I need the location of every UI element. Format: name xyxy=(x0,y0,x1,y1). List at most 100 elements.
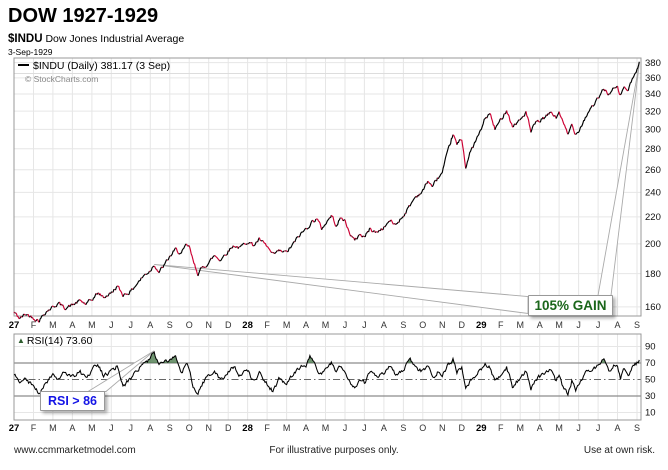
month-label: F xyxy=(31,423,37,433)
month-label: S xyxy=(400,423,406,433)
symbol-row: $INDU Dow Jones Industrial Average xyxy=(8,33,184,45)
month-label: M xyxy=(283,423,291,433)
rsi-signal-callout: RSI > 86 xyxy=(40,391,105,411)
month-label: 28 xyxy=(242,320,253,331)
price-tick-label: 180 xyxy=(645,269,661,280)
footer-site-url: www.ccmmarketmodel.com xyxy=(14,445,136,456)
month-label: A xyxy=(147,320,153,330)
month-label: M xyxy=(49,423,57,433)
month-label: J xyxy=(596,320,601,330)
month-label: M xyxy=(516,320,524,330)
month-label: J xyxy=(129,423,134,433)
month-label: J xyxy=(109,320,114,330)
month-label: S xyxy=(634,320,640,330)
month-label: A xyxy=(69,320,75,330)
rsi-overbought-fill xyxy=(143,352,640,363)
month-label: M xyxy=(88,423,96,433)
month-label: S xyxy=(167,320,173,330)
rsi-tick-label: 70 xyxy=(645,358,656,369)
month-label: O xyxy=(186,320,193,330)
month-label: O xyxy=(186,423,193,433)
month-label: F xyxy=(498,423,504,433)
price-tick-label: 200 xyxy=(645,239,661,250)
month-label: N xyxy=(439,423,446,433)
price-tick-label: 260 xyxy=(645,165,661,176)
month-label: F xyxy=(264,423,270,433)
month-label: M xyxy=(88,320,96,330)
month-label: D xyxy=(225,423,232,433)
month-axis-labels: 27 27 F F M M A A M M J J J J A A S S O O N N D D 28 28 F F M M A A M M J J… xyxy=(9,320,640,434)
legend-line-icon xyxy=(18,63,29,67)
price-legend-label: $INDU (Daily) 381.17 (3 Sep) xyxy=(33,60,171,72)
month-label: S xyxy=(167,423,173,433)
rsi-tick-label: 30 xyxy=(645,391,656,402)
month-label: J xyxy=(129,320,134,330)
month-label: D xyxy=(459,320,466,330)
price-tick-label: 320 xyxy=(645,106,661,117)
month-label: O xyxy=(419,423,426,433)
month-label: J xyxy=(362,423,367,433)
month-label: A xyxy=(147,423,153,433)
month-label: D xyxy=(225,320,232,330)
price-tick-label: 160 xyxy=(645,302,661,313)
month-label: O xyxy=(419,320,426,330)
month-label: J xyxy=(362,320,367,330)
month-label: 27 xyxy=(9,320,20,331)
grid xyxy=(13,57,642,421)
rsi-signal-label: RSI > 86 xyxy=(48,394,97,408)
ticker-name: Dow Jones Industrial Average xyxy=(45,33,185,45)
month-label: J xyxy=(576,423,581,433)
gain-callout: 105% GAIN xyxy=(528,295,613,316)
month-label: J xyxy=(576,320,581,330)
price-tick-label: 300 xyxy=(645,125,661,136)
month-label: A xyxy=(537,423,543,433)
rsi-legend-label: RSI(14) 73.60 xyxy=(26,335,93,347)
chart-date: 3-Sep-1929 xyxy=(8,47,53,57)
rsi-legend: ▲ RSI(14) 73.60 xyxy=(17,335,92,347)
month-label: M xyxy=(322,320,330,330)
callout-ribbons xyxy=(86,62,640,392)
indicator-icon: ▲ xyxy=(17,336,25,345)
month-label: A xyxy=(614,423,620,433)
month-label: N xyxy=(439,320,446,330)
month-label: M xyxy=(49,320,57,330)
month-label: A xyxy=(381,423,387,433)
footer-disclaimer: For illustrative purposes only. xyxy=(269,445,399,456)
month-label: N xyxy=(205,423,212,433)
price-tick-label: 240 xyxy=(645,188,661,199)
month-label: M xyxy=(555,423,563,433)
month-label: 29 xyxy=(476,423,487,434)
price-tick-label: 380 xyxy=(645,58,661,69)
month-label: M xyxy=(516,423,524,433)
month-label: F xyxy=(498,320,504,330)
month-label: 27 xyxy=(9,423,20,434)
month-label: D xyxy=(459,423,466,433)
month-label: A xyxy=(69,423,75,433)
month-label: A xyxy=(614,320,620,330)
rsi-tick-label: 50 xyxy=(645,375,656,386)
month-label: J xyxy=(343,320,348,330)
month-label: 29 xyxy=(476,320,487,331)
month-label: M xyxy=(555,320,563,330)
price-tick-label: 360 xyxy=(645,73,661,84)
month-label: J xyxy=(596,423,601,433)
footer-risk-note: Use at own risk. xyxy=(583,445,655,456)
month-label: A xyxy=(303,423,309,433)
month-label: F xyxy=(31,320,37,330)
rsi-line xyxy=(13,350,640,397)
rsi-y-axis-labels: 90 70 50 30 10 xyxy=(645,342,656,419)
price-tick-label: 220 xyxy=(645,212,661,223)
price-tick-label: 340 xyxy=(645,89,661,100)
price-tick-label: 280 xyxy=(645,144,661,155)
month-label: A xyxy=(381,320,387,330)
price-line xyxy=(13,61,640,323)
month-label: A xyxy=(303,320,309,330)
month-label: N xyxy=(205,320,212,330)
month-label: 28 xyxy=(242,423,253,434)
month-label: S xyxy=(634,423,640,433)
month-label: F xyxy=(264,320,270,330)
gain-callout-label: 105% GAIN xyxy=(534,298,607,313)
rsi-tick-label: 10 xyxy=(645,408,656,419)
